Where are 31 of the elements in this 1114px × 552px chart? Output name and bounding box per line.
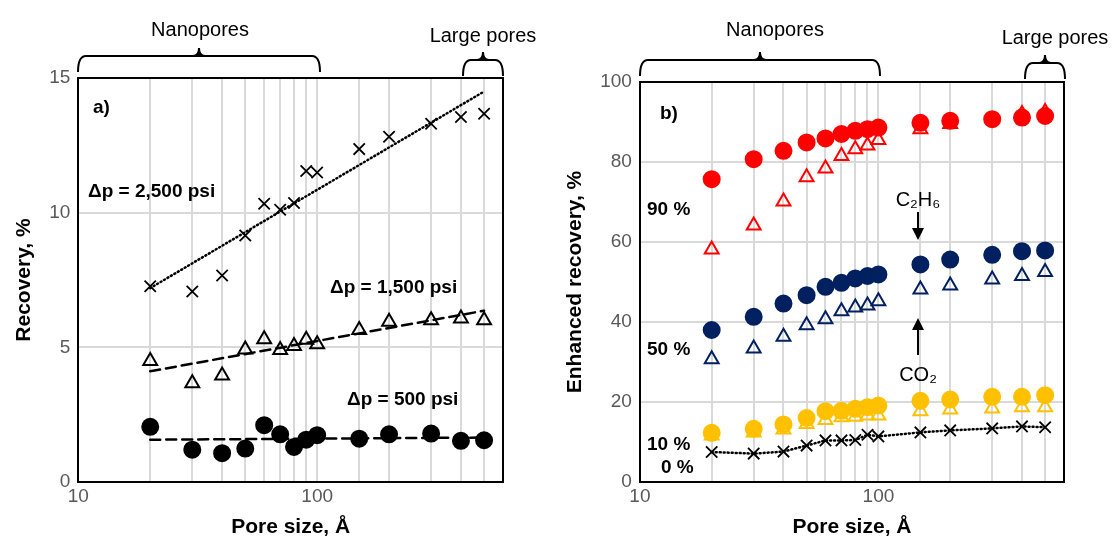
- y-tick-label: 40: [610, 310, 632, 332]
- y-tick-label: 10: [49, 200, 71, 222]
- annotation: 0 %: [661, 456, 694, 478]
- annotation: Δp = 2,500 psi: [88, 180, 216, 202]
- annotation: C₂H₆: [895, 187, 941, 210]
- text: Nanopores: [151, 17, 249, 40]
- x-tick-label: 10: [629, 484, 651, 506]
- text: Large pores: [1001, 25, 1109, 48]
- x-axis-title: Pore size, Å: [231, 514, 351, 538]
- annotation: 90 %: [647, 198, 691, 220]
- y-tick-label: 15: [49, 66, 71, 88]
- y-tick-label: 80: [610, 150, 632, 172]
- annotation: 50 %: [647, 338, 691, 360]
- annotation: 10 %: [647, 433, 691, 455]
- y-axis-title: Recovery, %: [11, 218, 35, 342]
- annotation: Δp = 500 psi: [347, 388, 459, 410]
- annotation: b): [660, 102, 678, 124]
- y-tick-label: 20: [610, 390, 632, 412]
- x-tick-label: 100: [862, 484, 895, 506]
- y-tick-label: 60: [610, 230, 632, 252]
- y-axis-title: Enhanced recovery, %: [562, 170, 586, 394]
- y-tick-label: 100: [600, 70, 632, 92]
- x-tick-label: 100: [301, 484, 334, 506]
- text: Large pores: [429, 23, 537, 46]
- y-tick-label: 0: [621, 470, 632, 492]
- text: Nanopores: [726, 17, 824, 40]
- y-tick-label: 5: [59, 335, 71, 357]
- annotation: CO₂: [899, 362, 937, 385]
- annotation: a): [93, 96, 110, 118]
- x-axis-title: Pore size, Å: [792, 514, 912, 538]
- annotation: Δp = 1,500 psi: [330, 276, 458, 298]
